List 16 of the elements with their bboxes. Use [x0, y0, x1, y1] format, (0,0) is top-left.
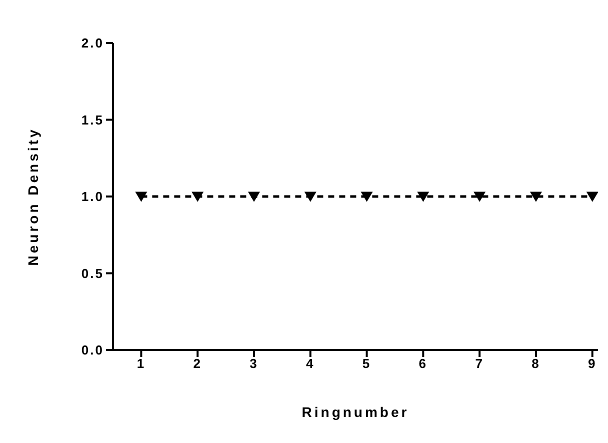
y-tick-label: 2.0	[81, 36, 104, 51]
y-axis-title: Neuron Density	[24, 127, 41, 266]
x-tick-label: 9	[588, 356, 597, 372]
y-tick-label: 1.0	[81, 189, 104, 204]
x-tick-label: 1	[136, 356, 146, 372]
x-tick-label: 3	[250, 356, 258, 372]
x-tick-label: 7	[475, 356, 484, 372]
x-tick-label: 6	[418, 356, 428, 372]
y-tick-label: 1.5	[81, 112, 104, 128]
x-tick-label: 2	[193, 356, 202, 372]
x-tick-label: 5	[362, 356, 372, 372]
y-tick-label: 0.0	[81, 342, 104, 358]
x-tick-label: 8	[532, 356, 540, 372]
x-tick-label: 4	[306, 356, 315, 372]
y-tick-label: 0.5	[81, 266, 104, 281]
x-axis-title: Ringnumber	[302, 404, 410, 420]
